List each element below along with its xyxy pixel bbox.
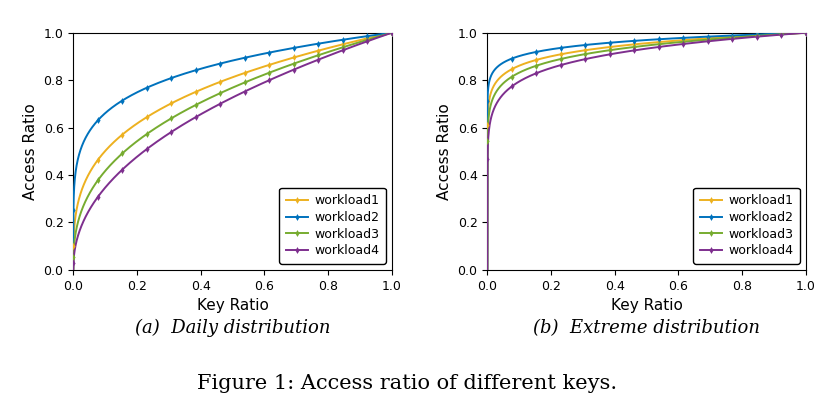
Legend: workload1, workload2, workload3, workload4: workload1, workload2, workload3, workloa…	[694, 188, 799, 264]
Y-axis label: Access Ratio: Access Ratio	[23, 103, 38, 200]
Text: (a)  Daily distribution: (a) Daily distribution	[135, 319, 330, 337]
X-axis label: Key Ratio: Key Ratio	[197, 298, 269, 313]
Legend: workload1, workload2, workload3, workload4: workload1, workload2, workload3, workloa…	[279, 188, 386, 264]
X-axis label: Key Ratio: Key Ratio	[610, 298, 682, 313]
Text: Figure 1: Access ratio of different keys.: Figure 1: Access ratio of different keys…	[197, 374, 617, 393]
Y-axis label: Access Ratio: Access Ratio	[437, 103, 452, 200]
Text: (b)  Extreme distribution: (b) Extreme distribution	[533, 319, 760, 337]
